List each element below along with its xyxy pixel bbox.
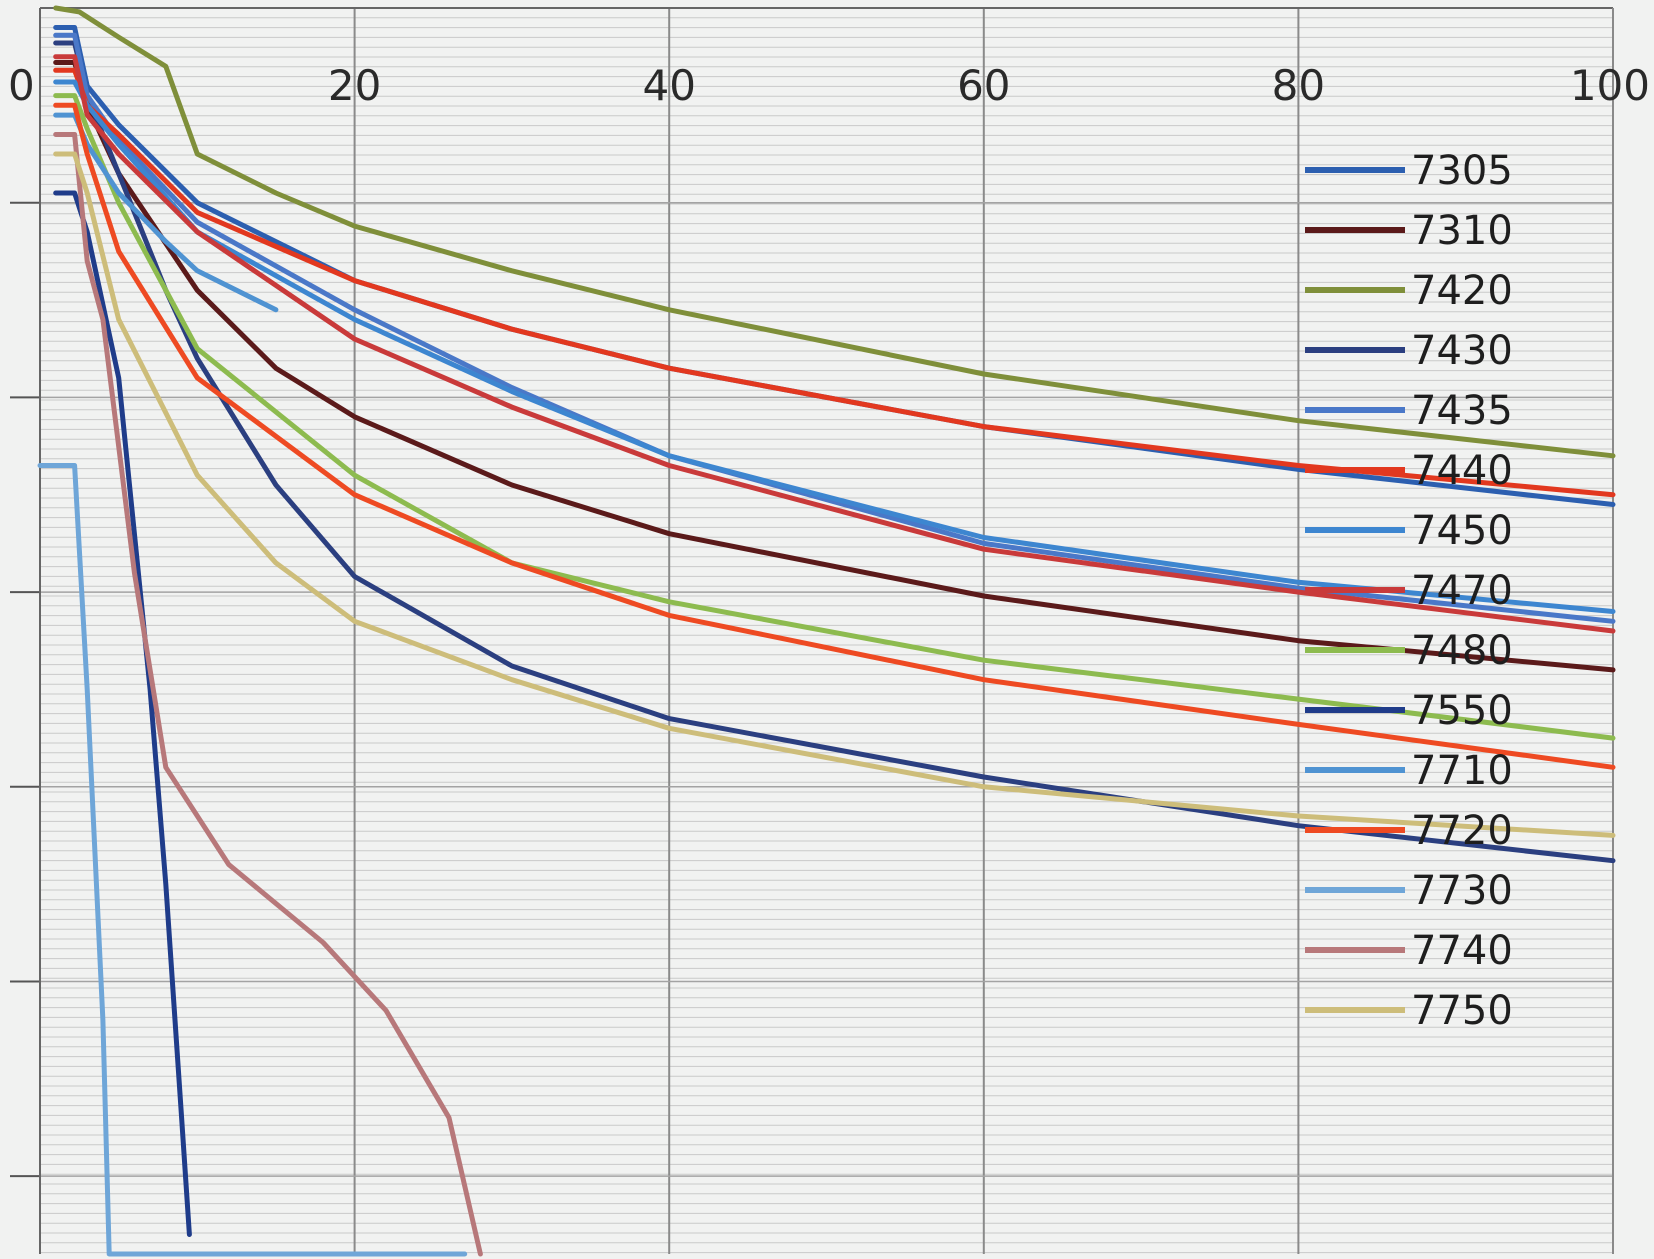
legend-label-7430: 7430: [1411, 328, 1513, 374]
legend-label-7420: 7420: [1411, 268, 1513, 314]
legend-label-7450: 7450: [1411, 508, 1513, 554]
x-tick-label: 40: [642, 61, 695, 110]
legend-label-7710: 7710: [1411, 748, 1513, 794]
legend-label-7550: 7550: [1411, 688, 1513, 734]
legend-label-7440: 7440: [1411, 448, 1513, 494]
series-line-7435: [53, 32, 1616, 624]
legend-label-7435: 7435: [1411, 388, 1513, 434]
x-tick-label: 60: [957, 61, 1010, 110]
series-line-7420: [53, 5, 1616, 459]
legend-label-7305: 7305: [1411, 148, 1513, 194]
series-line-7480: [53, 93, 1616, 741]
series-lines: [37, 5, 1616, 1257]
legend-label-7740: 7740: [1411, 928, 1513, 974]
legend-label-7720: 7720: [1411, 808, 1513, 854]
series-line-7750: [53, 151, 1616, 838]
series-line-7550: [53, 190, 192, 1237]
x-tick-label: 80: [1272, 61, 1325, 110]
series-line-7730: [37, 463, 468, 1257]
legend-label-7480: 7480: [1411, 628, 1513, 674]
legend-label-7310: 7310: [1411, 208, 1513, 254]
legend-label-7750: 7750: [1411, 988, 1513, 1034]
legend: 7305 7310 7420 7430 7435 7440 7450 7470 7480 7550…: [1305, 148, 1513, 1034]
x-tick-labels: 0 20 40 60 80 100: [8, 61, 1650, 110]
x-tick-label: 20: [328, 61, 381, 110]
legend-label-7730: 7730: [1411, 868, 1513, 914]
series-line-7740: [53, 132, 483, 1257]
series-line-7470: [53, 54, 1616, 634]
legend-label-7470: 7470: [1411, 568, 1513, 614]
x-tick-label: 100: [1570, 61, 1650, 110]
series-line-7720: [53, 102, 1616, 770]
x-tick-label: 0: [8, 61, 35, 110]
